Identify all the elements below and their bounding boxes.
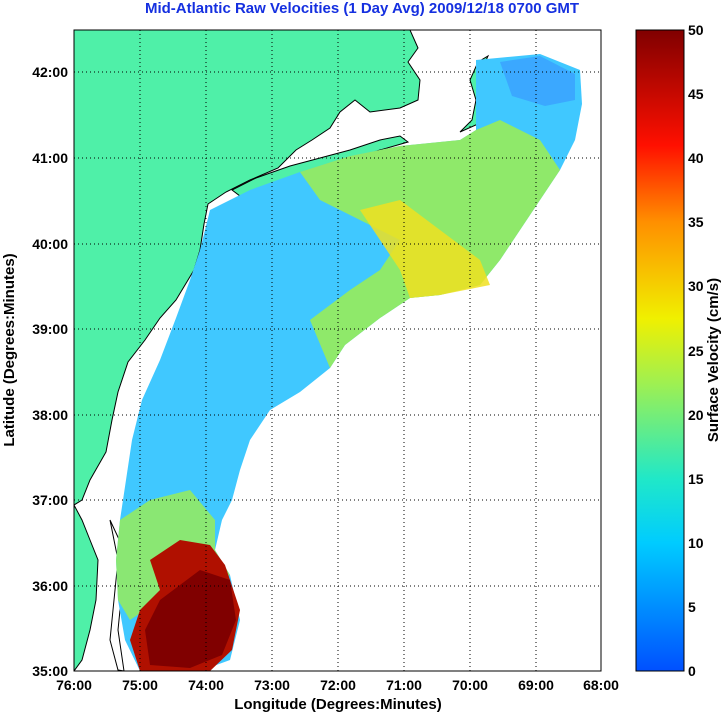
colorbar-tick-label: 50 (688, 22, 704, 38)
colorbar-tick-label: 15 (688, 471, 704, 487)
y-axis-label: Latitude (Degrees:Minutes) (1, 253, 18, 446)
x-tick-label: 74:00 (188, 677, 224, 693)
colorbar-tick-label: 20 (688, 407, 704, 423)
x-tick-label: 75:00 (122, 677, 158, 693)
colorbar-ticks: 0 5 10 15 20 25 30 35 40 45 50 (688, 22, 704, 679)
y-tick-label: 39:00 (32, 321, 68, 337)
map-frame (73, 29, 602, 672)
y-tick-label: 38:00 (32, 407, 68, 423)
x-tick-label: 68:00 (583, 677, 619, 693)
x-tick-label: 72:00 (320, 677, 356, 693)
velocity-field-yellow (360, 200, 490, 298)
colorbar-label: Surface Velocity (cm/s) (705, 278, 722, 442)
x-tick-label: 73:00 (254, 677, 290, 693)
y-tick-label: 41:00 (32, 150, 68, 166)
graticule (74, 30, 601, 671)
x-tick-labels: 76:00 75:00 74:00 73:00 72:00 71:00 70:0… (56, 677, 619, 693)
colorbar-tick-label: 30 (688, 278, 704, 294)
y-tick-label: 36:00 (32, 578, 68, 594)
colorbar-tick-label: 45 (688, 86, 704, 102)
colorbar-tick-label: 5 (688, 599, 696, 615)
velocity-field-ne-blue (500, 56, 575, 106)
y-tick-label: 40:00 (32, 236, 68, 252)
delmarva-land (74, 504, 99, 671)
colorbar-tick-label: 10 (688, 535, 704, 551)
x-tick-label: 76:00 (56, 677, 92, 693)
x-tick-label: 71:00 (386, 677, 422, 693)
colorbar-tick-label: 0 (688, 663, 696, 679)
velocity-field-core (145, 570, 236, 668)
colorbar-tick-label: 35 (688, 214, 704, 230)
y-tick-label: 37:00 (32, 492, 68, 508)
colorbar-tick-label: 40 (688, 150, 704, 166)
x-tick-label: 69:00 (518, 677, 554, 693)
x-axis-label: Longitude (Degrees:Minutes) (234, 696, 442, 713)
x-tick-label: 70:00 (452, 677, 488, 693)
y-tick-label: 35:00 (32, 663, 68, 679)
mainland-land (74, 30, 421, 506)
y-tick-labels: 35:00 36:00 37:00 38:00 39:00 40:00 41:0… (32, 64, 68, 679)
y-tick-label: 42:00 (32, 64, 68, 80)
colorbar (635, 29, 685, 672)
chart-title: Mid-Atlantic Raw Velocities (1 Day Avg) … (144, 0, 580, 17)
colorbar-tick-label: 25 (688, 343, 704, 359)
